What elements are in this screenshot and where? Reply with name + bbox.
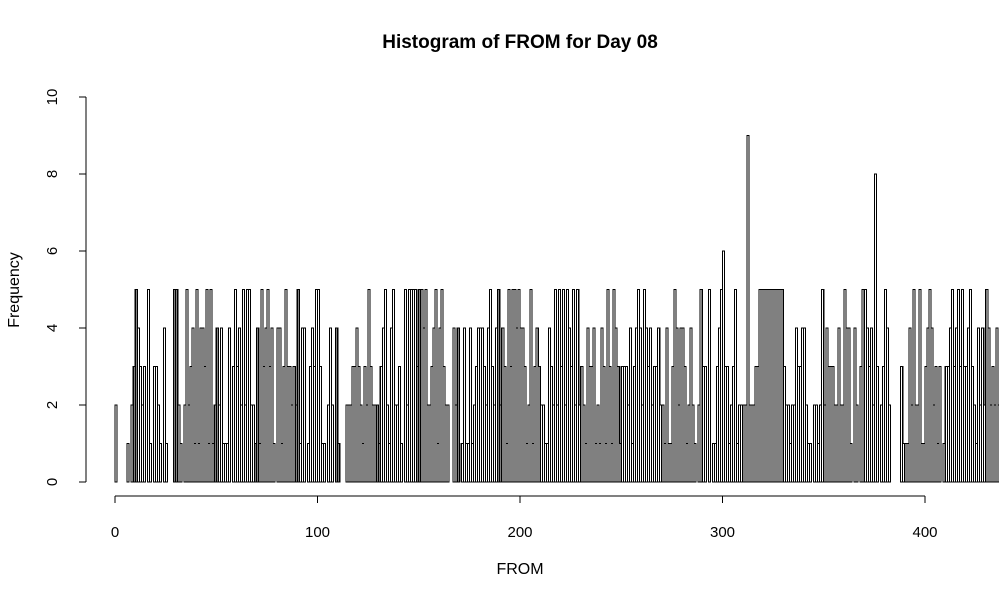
histogram-bar [146,288,150,483]
x-tick-label: 0 [111,524,119,541]
histogram-bar [855,404,859,483]
histogram-bar [335,327,339,483]
histogram-bar [938,365,942,483]
histogram-bar [278,327,282,483]
histogram-bar [191,327,195,483]
histogram-bar [270,327,274,483]
y-tick-label: 2 [44,401,61,409]
histogram-bar [900,365,904,483]
y-tick-label: 8 [44,170,61,178]
histogram-bar [227,327,231,483]
histogram-bar [888,404,892,483]
histogram-bar [148,442,152,483]
histogram-bar [562,288,566,483]
histogram-bar [114,404,118,483]
histogram-bar [912,288,916,483]
histogram-bar [272,442,276,483]
histogram-bar [628,327,632,483]
x-axis: 0 100 200 300 400 [111,495,938,541]
histogram-bar [302,327,306,483]
histogram-bar [503,365,507,483]
histogram-bar [726,365,730,483]
histogram-bar [523,365,527,483]
histogram-bar [209,288,213,483]
histogram-bar [553,288,557,483]
y-tick-label: 6 [44,247,61,255]
histogram-bar [608,365,612,483]
histogram-bar [434,288,438,483]
histogram-bar [404,288,408,483]
histogram-bar [391,288,395,483]
y-tick-label: 0 [44,478,61,486]
histogram-bar [734,288,738,483]
histogram-bar [497,288,501,483]
histogram-bar [179,442,183,483]
histogram-bar [707,288,711,483]
y-tick-label: 4 [44,324,61,332]
histogram-bar [683,365,687,483]
histogram-bar [703,365,707,483]
histogram-bar [529,288,533,483]
histogram-bar [248,288,252,483]
histogram-bar [424,288,428,483]
histogram-bar [462,327,466,483]
histogram-bar [242,288,246,483]
x-tick-label: 200 [507,524,532,541]
histogram-bar [616,365,620,483]
histogram-bar [163,327,167,483]
histogram-bar [397,365,402,483]
histogram-bar [205,288,209,483]
histogram-bar [195,288,199,483]
histogram-bar [296,288,300,483]
y-axis-label: Frequency [6,252,23,328]
histogram-bar [165,442,169,483]
histogram-bars [114,134,999,483]
histogram-bar [602,365,606,483]
histogram-bar [934,365,938,483]
histogram-bar [126,442,130,483]
histogram-bar [383,288,387,483]
histogram-bar [918,288,922,483]
x-tick-label: 100 [305,524,330,541]
histogram-bar [142,365,146,483]
x-tick-label: 400 [912,524,937,541]
histogram-bar [849,442,853,483]
histogram-bar [219,327,223,483]
histogram-bar [665,327,669,483]
histogram-bar [256,327,260,483]
histogram-bar [873,173,877,483]
histogram-bar [576,288,580,483]
histogram-bar [331,404,335,483]
histogram-bar [399,442,404,483]
histogram-bar [456,327,460,483]
histogram-bar [821,288,825,483]
histogram-bar [592,327,596,483]
histogram-bar [572,288,576,483]
y-axis: 0 2 4 6 8 10 [44,89,87,486]
histogram-bar [323,442,327,483]
histogram-bar [693,442,697,483]
histogram-bar [175,288,179,483]
x-tick-label: 300 [710,524,735,541]
histogram-bar [468,327,472,483]
histogram-bar [159,442,163,483]
histogram-bar [809,442,813,483]
histogram-bar [337,442,341,483]
chart-title: Histogram of FROM for Day 08 [382,32,658,53]
histogram-bar [847,327,851,483]
histogram-bar [446,404,450,483]
y-tick-label: 10 [44,89,61,106]
x-axis-label: FROM [496,561,543,578]
histogram-bar [746,134,750,483]
histogram-bar [875,365,879,483]
histogram-bar [318,365,323,483]
histogram-bar [185,288,189,483]
